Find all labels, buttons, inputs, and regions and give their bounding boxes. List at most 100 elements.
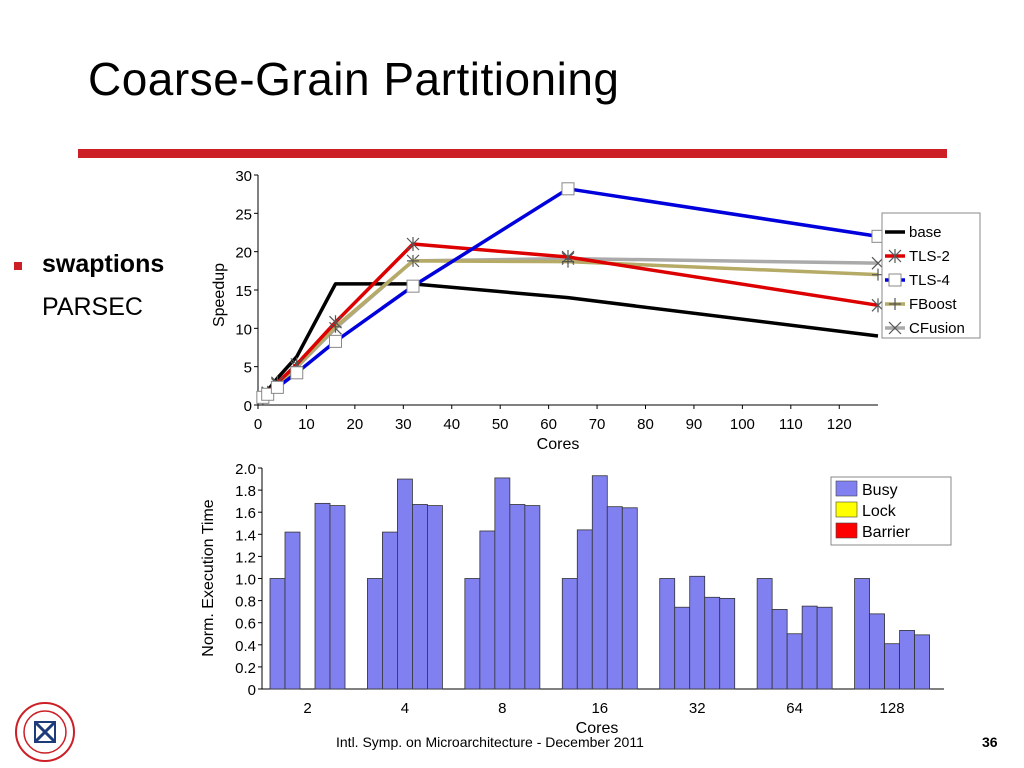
- bar: [329, 505, 346, 690]
- x-tick-label: 10: [298, 416, 315, 433]
- slide-title: Coarse-Grain Partitioning: [88, 53, 620, 105]
- bar: [719, 597, 736, 690]
- bar-group-32: [659, 575, 736, 690]
- x-tick-label: 100: [730, 416, 755, 433]
- y-tick-label: 1.6: [235, 505, 256, 522]
- bar: [884, 643, 900, 690]
- x-tick-label: 20: [347, 416, 364, 433]
- legend-swatch: [835, 480, 858, 497]
- bullet-square-icon: [14, 262, 22, 270]
- bar: [576, 529, 593, 690]
- legend-label: TLS-4: [909, 272, 950, 289]
- y-tick-label: 0.4: [235, 638, 256, 655]
- data-point-x: [888, 321, 902, 335]
- title-underline: [78, 149, 947, 158]
- data-point-square: [261, 387, 275, 401]
- bar: [397, 478, 413, 690]
- bar: [509, 504, 526, 690]
- bar: [382, 531, 398, 690]
- data-point-square: [270, 380, 284, 394]
- y-tick-label: 2.0: [235, 461, 256, 478]
- data-point-star: [406, 237, 420, 251]
- page-number: 36: [982, 734, 998, 750]
- bar: [314, 502, 331, 690]
- bar: [689, 575, 706, 690]
- bar: [269, 578, 286, 690]
- bar: [854, 578, 870, 690]
- bar: [479, 530, 496, 690]
- y-tick-label: 5: [244, 360, 252, 377]
- x-tick-label: 70: [589, 416, 606, 433]
- y-tick-label: 20: [235, 245, 252, 262]
- bar: [674, 606, 691, 690]
- legend-label: FBoost: [909, 296, 957, 313]
- bar-group-64: [756, 578, 833, 690]
- data-point-star: [888, 249, 902, 263]
- y-tick-label: 0: [244, 398, 252, 415]
- data-point-star: [329, 315, 342, 330]
- bar: [494, 477, 511, 690]
- legend-label: base: [909, 224, 942, 241]
- bar: [427, 505, 443, 690]
- x-tick-label: 0: [254, 416, 262, 433]
- legend-swatch: [835, 522, 858, 539]
- x-axis-title: Cores: [537, 436, 580, 453]
- y-axis-title: Norm. Execution Time: [200, 499, 217, 656]
- data-point-square: [888, 273, 902, 287]
- y-tick-label: 10: [235, 321, 252, 338]
- y-tick-label: 1.8: [235, 483, 256, 500]
- bar: [786, 633, 803, 690]
- data-point-star: [561, 250, 575, 265]
- x-tick-label: 128: [880, 700, 905, 717]
- x-tick-label: 90: [686, 416, 703, 433]
- bullet-benchmark-name: swaptions: [42, 250, 165, 278]
- x-tick-label: 32: [689, 700, 706, 717]
- data-point-square: [406, 279, 420, 293]
- x-tick-label: 8: [498, 700, 506, 717]
- data-point-plus: [889, 298, 901, 310]
- y-tick-label: 0.6: [235, 616, 256, 633]
- bar-group-8: [464, 477, 541, 690]
- x-tick-label: 64: [786, 700, 803, 717]
- bar-legend: Busy Lock Barrier: [830, 476, 952, 546]
- speedup-line-chart: 0 5 10 15 20 25 30 0 10 20 30 40 50 60 70 80 90 100 110 120…: [211, 168, 981, 453]
- footer-conference: Intl. Symp. on Microarchitecture - Decem…: [336, 734, 644, 750]
- data-point-square: [290, 366, 304, 380]
- bullet-suite-name: PARSEC: [42, 293, 143, 321]
- legend-label: Busy: [862, 482, 898, 499]
- bar: [914, 634, 930, 690]
- bar: [561, 578, 578, 690]
- y-tick-label: 30: [235, 168, 252, 185]
- y-tick-label: 1.2: [235, 549, 256, 566]
- bar: [621, 507, 638, 690]
- legend-label: Lock: [862, 503, 897, 520]
- bar-group-128: [854, 578, 930, 690]
- bar: [756, 578, 773, 690]
- bar: [771, 609, 788, 690]
- data-point-plus: [407, 254, 419, 267]
- x-tick-label: 80: [637, 416, 654, 433]
- x-tick-label: 30: [395, 416, 412, 433]
- x-tick-label: 4: [401, 700, 409, 717]
- legend-label: TLS-2: [909, 248, 950, 265]
- x-axis-title: Cores: [576, 720, 619, 737]
- x-tick-label: 50: [492, 416, 509, 433]
- data-point-square: [329, 334, 342, 348]
- bar: [591, 475, 608, 690]
- legend-label: CFusion: [909, 320, 965, 337]
- line-legend: base TLS-2 TLS-4 FBoost CFusion: [881, 212, 981, 339]
- x-tick-label: 40: [443, 416, 460, 433]
- bar: [606, 506, 623, 690]
- bar: [524, 505, 541, 690]
- bar-group-4: [367, 478, 443, 690]
- y-tick-label: 0.2: [235, 660, 256, 677]
- bar: [816, 606, 833, 690]
- bar: [801, 605, 818, 690]
- bar: [704, 596, 721, 690]
- execution-time-bar-chart: 0 0.2 0.4 0.6 0.8 1.0 1.2 1.4 1.6 1.8 2.0 2 4 8 16 32 64…: [200, 461, 952, 737]
- x-tick-label: 16: [591, 700, 608, 717]
- data-point-square: [561, 182, 575, 196]
- bar-group-2: [269, 502, 346, 690]
- x-tick-label: 110: [779, 416, 803, 433]
- y-tick-label: 15: [235, 283, 252, 300]
